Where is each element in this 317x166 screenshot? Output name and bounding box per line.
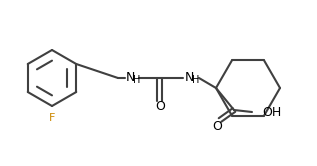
Text: N: N (125, 71, 135, 83)
Text: H: H (192, 75, 200, 85)
Text: H: H (133, 75, 141, 85)
Text: OH: OH (262, 106, 281, 119)
Text: N: N (184, 71, 194, 83)
Text: F: F (49, 113, 55, 123)
Text: O: O (212, 120, 222, 132)
Text: O: O (155, 100, 165, 114)
